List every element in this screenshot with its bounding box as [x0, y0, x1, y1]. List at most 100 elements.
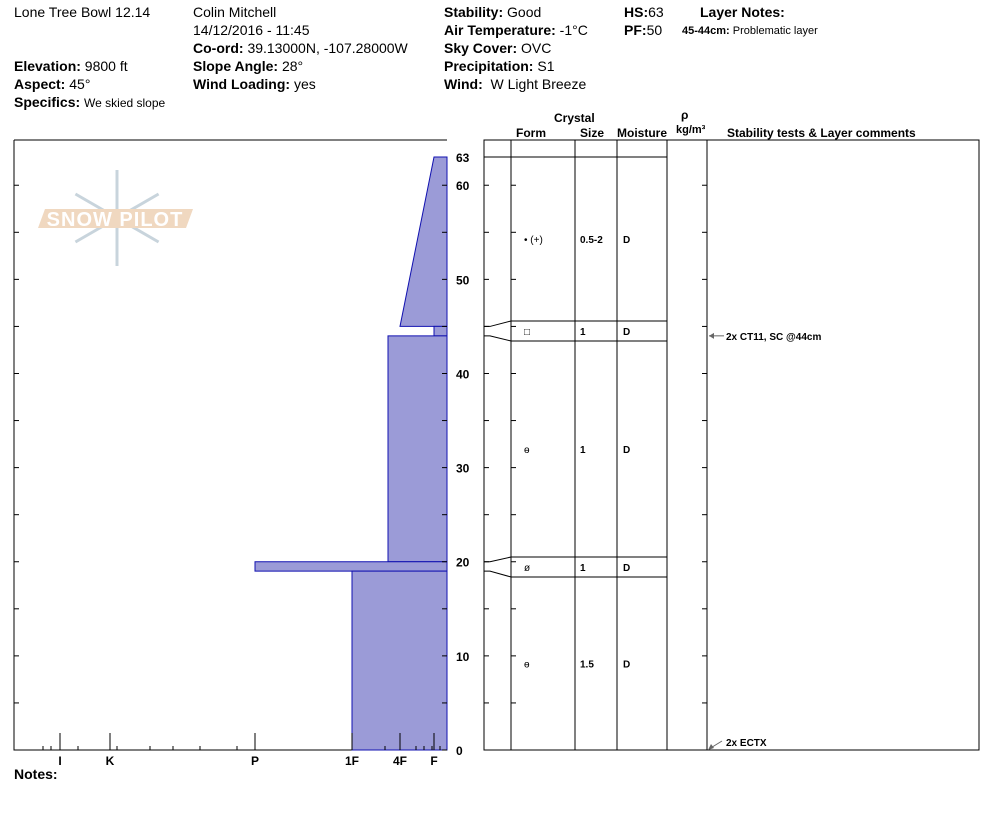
aspect-value: 45° [69, 76, 91, 92]
hardness-label-K: K [106, 754, 115, 768]
stability-value: Good [507, 4, 542, 20]
depth-tick-label: 30 [456, 462, 470, 476]
col-rho: ρ [681, 108, 689, 122]
datetime: 14/12/2016 - 11:45 [193, 22, 310, 38]
hardness-bar-1 [433, 325, 448, 337]
elevation-field: Elevation: 9800 ft [14, 58, 128, 74]
air-temp-value: -1°C [559, 22, 588, 38]
crystal-size: 1 [580, 445, 586, 456]
hs-value: 63 [648, 4, 664, 20]
pf-field: PF:50 [624, 22, 662, 38]
layer-connector [484, 335, 512, 342]
coord-label: Co-ord: [193, 40, 244, 56]
layer-note: 45-44cm: Problematic layer [682, 25, 818, 37]
stability-label: Stability: [444, 4, 504, 20]
hs-label: HS: [624, 4, 649, 20]
crystal-form-icon: ɵ [524, 660, 530, 671]
slope-value: 28° [281, 58, 304, 74]
slope-label: Slope Angle: [193, 58, 279, 74]
layer-grid-frame [483, 139, 980, 751]
moisture: D [623, 327, 630, 338]
aspect-field: Aspect: 45° [14, 76, 90, 92]
crystal-form-icon: ø [524, 563, 530, 574]
moisture: D [623, 660, 630, 671]
depth-tick-label: 10 [456, 650, 470, 664]
pf-value: 50 [646, 22, 663, 38]
sky-value: OVC [521, 40, 552, 56]
slope-field: Slope Angle: 28° [193, 58, 303, 74]
specifics-field: Specifics: We skied slope [14, 94, 165, 110]
air-temp-field: Air Temperature: -1°C [444, 22, 588, 38]
observer: Colin Mitchell [193, 4, 277, 20]
depth-tick-label: 20 [456, 556, 470, 570]
sky-field: Sky Cover: OVC [444, 40, 551, 56]
moisture: D [623, 563, 630, 574]
hs-field: HS:63 [624, 4, 664, 20]
sky-label: Sky Cover: [444, 40, 518, 56]
hardness-bar-0 [399, 156, 448, 327]
crystal-form-icon: □ [524, 327, 530, 338]
hardness-bar-4 [351, 570, 448, 751]
wind-value: W Light Breeze [490, 76, 587, 92]
logo-text: SNOW PILOT [47, 209, 184, 231]
hardness-label-F: F [430, 754, 437, 768]
crystal-size: 1 [580, 563, 586, 574]
col-form: Form [516, 126, 546, 140]
hardness-label-P: P [251, 754, 259, 768]
logo-banner [38, 209, 193, 228]
moisture: D [623, 235, 630, 246]
precip-field: Precipitation: S1 [444, 58, 554, 74]
stability-field: Stability: Good [444, 4, 541, 20]
layer-connector [484, 556, 512, 563]
layer-connector [484, 570, 512, 578]
depth-tick-label: 0 [456, 744, 463, 758]
crystal-size: 1 [580, 327, 586, 338]
specifics-label: Specifics: [14, 94, 81, 110]
layer-note-text: Problematic layer [732, 25, 818, 37]
crystal-form-icon: ɵ [524, 445, 530, 456]
layer-connector [484, 320, 512, 327]
stability-test: 2x CT11, SC @44cm [726, 332, 821, 343]
air-temp-label: Air Temperature: [444, 22, 556, 38]
arrowhead-icon [708, 744, 714, 750]
hardness-label-1F: 1F [345, 754, 359, 768]
precip-value: S1 [537, 58, 555, 74]
wind-label: Wind: [444, 76, 483, 92]
notes-label: Notes: [14, 766, 58, 782]
crystal-size: 0.5-2 [580, 235, 603, 246]
moisture: D [623, 445, 630, 456]
coord-field: Co-ord: 39.13000N, -107.28000W [193, 40, 408, 56]
crystal-form-icon: • (+) [524, 235, 543, 246]
hardness-bar-3 [254, 561, 448, 572]
pf-label: PF: [624, 22, 647, 38]
depth-tick-label: 63 [456, 151, 470, 165]
stability-test: 2x ECTX [726, 738, 767, 749]
precip-label: Precipitation: [444, 58, 534, 74]
col-size: Size [580, 126, 605, 140]
col-comments: Stability tests & Layer comments [727, 126, 916, 140]
elevation-value: 9800 ft [84, 58, 128, 74]
location: Lone Tree Bowl 12.14 [14, 4, 151, 20]
wind-loading-field: Wind Loading: yes [193, 76, 316, 92]
depth-tick-label: 50 [456, 273, 470, 287]
crystal-size: 1.5 [580, 660, 594, 671]
col-crystal: Crystal [554, 111, 595, 125]
wind-field: Wind: W Light Breeze [444, 76, 586, 92]
depth-tick-label: 40 [456, 367, 470, 381]
col-moisture: Moisture [617, 126, 668, 140]
wind-loading-value: yes [293, 76, 316, 92]
hardness-label-4F: 4F [393, 754, 407, 768]
snowpilot-logo [38, 170, 193, 266]
aspect-label: Aspect: [14, 76, 66, 92]
col-density: kg/m³ [676, 124, 706, 136]
coord-value: 39.13000N, -107.28000W [247, 40, 408, 56]
elevation-label: Elevation: [14, 58, 81, 74]
arrowhead-icon [709, 332, 714, 339]
layer-note-range: 45-44cm: [682, 25, 730, 37]
hardness-bar-2 [387, 335, 448, 563]
layer-notes-label: Layer Notes: [700, 4, 785, 20]
wind-loading-label: Wind Loading: [193, 76, 291, 92]
hardness-label-I: I [58, 754, 61, 768]
